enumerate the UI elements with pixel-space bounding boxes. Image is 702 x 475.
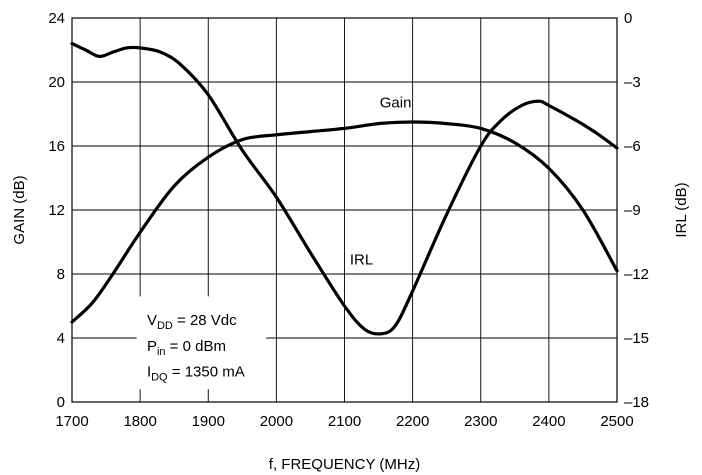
y-tick-label: 0 <box>57 394 65 411</box>
idq-note: IDQ = 1350 mA <box>147 363 245 383</box>
y-tick-label: 24 <box>48 10 65 27</box>
x-tick-label: 2100 <box>328 413 361 430</box>
idq-symbol: I <box>147 363 151 380</box>
series-lines <box>70 42 619 336</box>
idq-value: = 1350 mA <box>168 363 245 380</box>
y-axis-label: GAIN (dB) <box>11 175 28 244</box>
vdd-symbol: V <box>147 312 157 329</box>
y-tick-label: 12 <box>48 202 65 219</box>
y2-tick-label: –9 <box>624 202 641 219</box>
x-tick-label: 2000 <box>260 413 293 430</box>
vdd-subscript: DD <box>157 320 173 332</box>
x-tick-label: 2400 <box>532 413 565 430</box>
series-line-gain <box>70 120 619 324</box>
y-tick-label: 8 <box>57 266 65 283</box>
x-tick-label: 1700 <box>55 413 88 430</box>
x-tick-label: 1800 <box>123 413 156 430</box>
conditions-note: VDD = 28 Vdc Pin = 0 dBm IDQ = 1350 mA <box>136 296 267 390</box>
y2-tick-label: 0 <box>624 10 632 27</box>
x-tick-label: 2500 <box>600 413 633 430</box>
x-axis-ticks: 1700 1800 1900 2000 2100 2200 2300 2400 2500 <box>55 413 633 430</box>
pin-value: = 0 dBm <box>166 338 226 355</box>
y2-axis-label: IRL (dB) <box>673 182 690 237</box>
y-axis-ticks: 0 4 8 12 16 20 24 <box>48 10 65 411</box>
pin-note: Pin = 0 dBm <box>147 338 226 358</box>
plot-frame <box>71 17 618 403</box>
gain-curve-label: Gain <box>380 95 412 112</box>
y-tick-label: 20 <box>48 74 65 91</box>
y2-tick-label: –18 <box>624 394 649 411</box>
vdd-value: = 28 Vdc <box>173 312 237 329</box>
x-tick-label: 2200 <box>396 413 429 430</box>
irl-curve-label: IRL <box>350 251 373 268</box>
y2-tick-label: –12 <box>624 266 649 283</box>
vdd-note: VDD = 28 Vdc <box>147 312 237 332</box>
x-axis-label: f, FREQUENCY (MHz) <box>269 456 420 473</box>
y2-tick-label: –6 <box>624 138 641 155</box>
y2-tick-label: –15 <box>624 330 649 347</box>
y2-tick-label: –3 <box>624 74 641 91</box>
y-tick-label: 4 <box>57 330 65 347</box>
conditions-note-background <box>136 296 267 390</box>
pin-subscript: in <box>157 346 166 358</box>
series-line-irl <box>70 42 619 336</box>
y-tick-label: 16 <box>48 138 65 155</box>
y2-axis-ticks: –18 –15 –12 –9 –6 –3 0 <box>624 10 649 411</box>
pin-symbol: P <box>147 338 157 355</box>
x-tick-label: 1900 <box>192 413 225 430</box>
idq-subscript: DQ <box>151 371 168 383</box>
x-tick-label: 2300 <box>464 413 497 430</box>
